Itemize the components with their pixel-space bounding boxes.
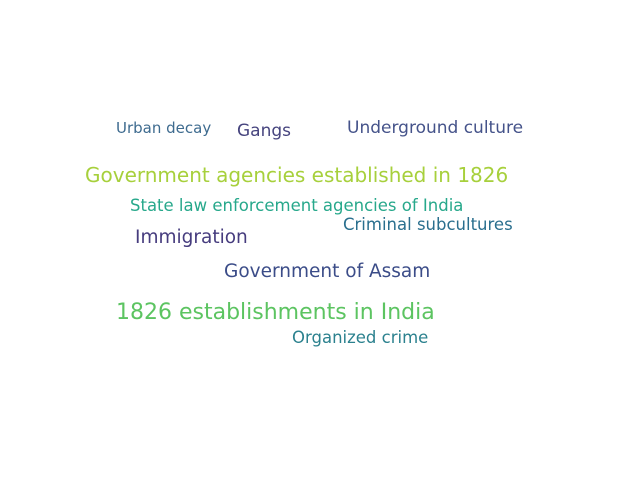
word-immigration: Immigration [135, 227, 248, 248]
word-government-agencies-1826: Government agencies established in 1826 [85, 163, 509, 187]
word-criminal-subcultures: Criminal subcultures [343, 215, 513, 234]
word-gangs: Gangs [237, 121, 292, 141]
word-underground-culture: Underground culture [347, 118, 524, 138]
word-state-law-enforcement: State law enforcement agencies of India [130, 196, 464, 215]
word-organized-crime: Organized crime [292, 328, 429, 347]
word-government-of-assam: Government of Assam [224, 261, 431, 282]
word-1826-establishments: 1826 establishments in India [116, 300, 435, 325]
word-urban-decay: Urban decay [116, 119, 212, 137]
